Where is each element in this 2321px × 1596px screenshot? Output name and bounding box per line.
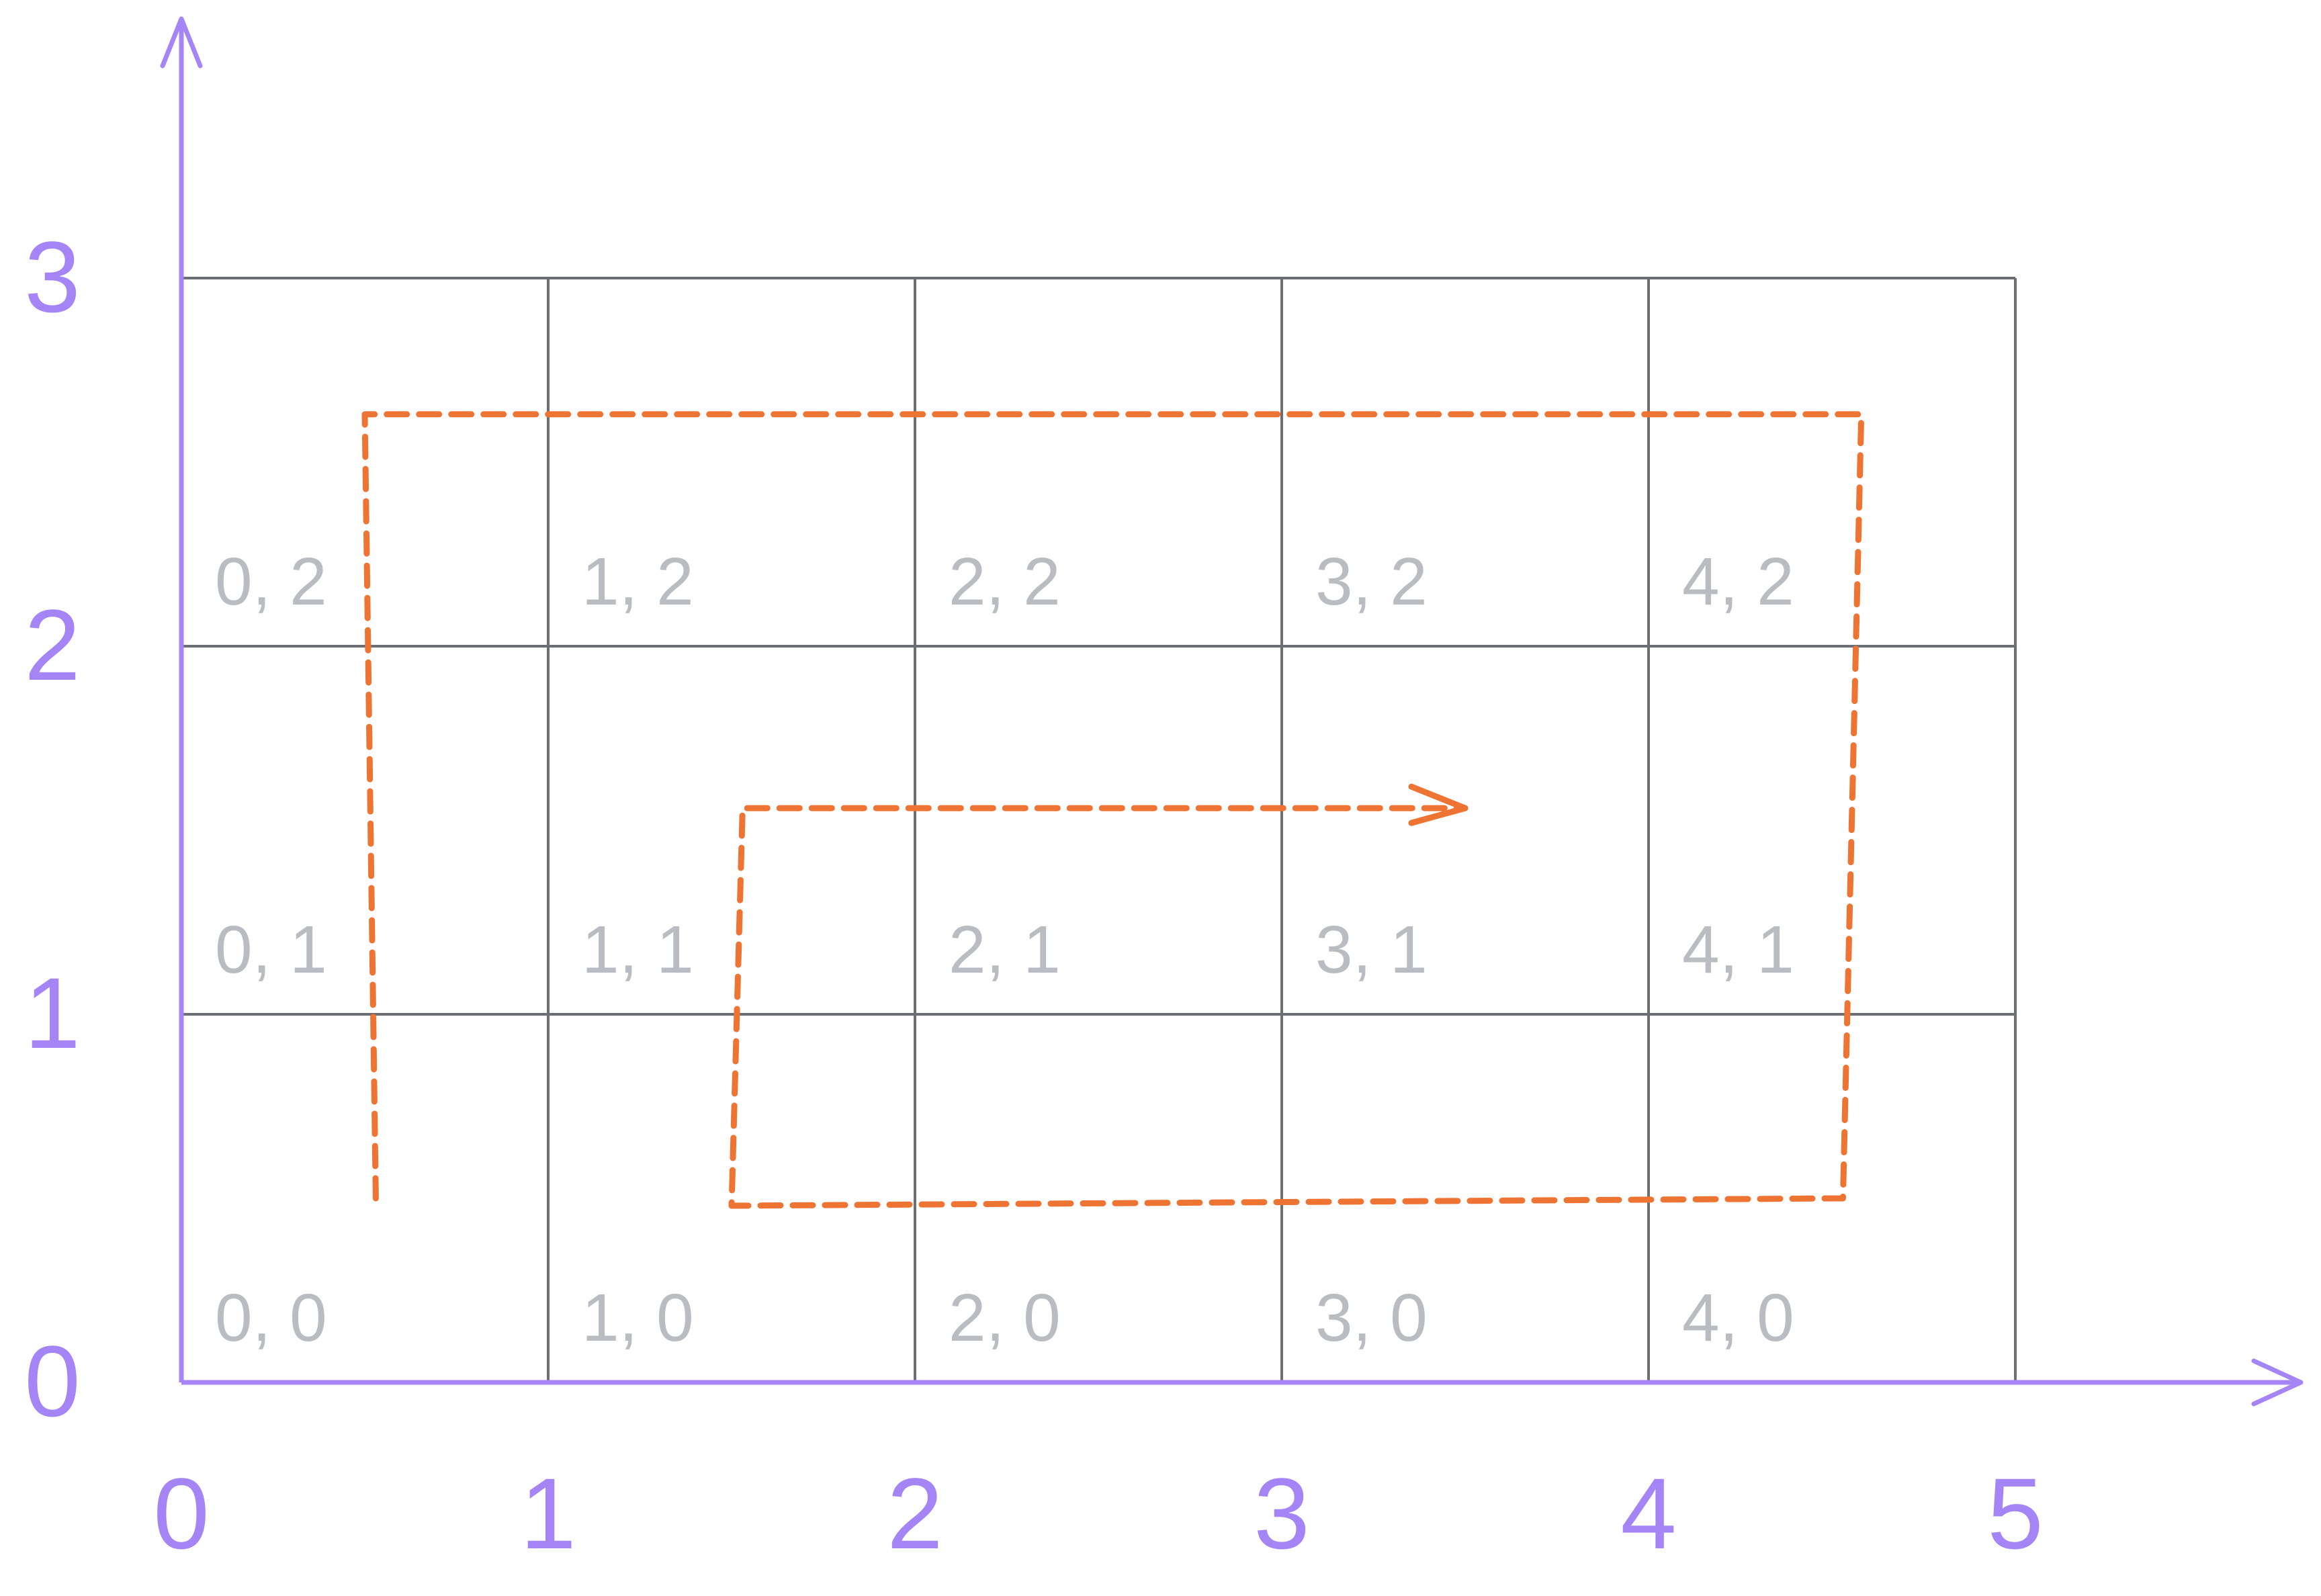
y-tick-label: 1 (24, 957, 80, 1069)
spiral-path-arrowhead (1408, 783, 1469, 826)
cell-label: 0, 1 (215, 912, 327, 987)
cell-label: 3, 0 (1315, 1280, 1428, 1356)
cell-label: 1, 2 (582, 544, 694, 619)
x-tick-label: 1 (520, 1457, 576, 1570)
y-tick-label: 3 (24, 220, 80, 333)
x-tick-label: 0 (153, 1457, 209, 1570)
cell-label: 0, 0 (215, 1280, 327, 1356)
cell-label: 1, 0 (582, 1280, 694, 1356)
x-axis-arrowhead (2251, 1358, 2304, 1407)
y-tick-label: 0 (24, 1325, 80, 1437)
spiral-path-line (361, 411, 1865, 1209)
cell-label: 0, 2 (215, 544, 327, 619)
x-tick-label: 5 (1987, 1457, 2043, 1570)
cell-label: 4, 0 (1682, 1280, 1794, 1356)
y-axis-arrowhead (160, 16, 203, 69)
cell-label: 4, 1 (1682, 912, 1794, 987)
cell-label: 1, 1 (582, 912, 694, 987)
spiral-path (361, 411, 1865, 1209)
cell-label: 4, 2 (1682, 544, 1794, 619)
cell-labels: 0, 2 1, 2 2, 2 3, 2 4, 2 0, 1 1, 1 2, 1 3, 1 4, 1… (215, 544, 1794, 1356)
x-tick-label: 2 (887, 1457, 943, 1570)
cell-label: 2, 2 (949, 544, 1061, 619)
cell-label: 3, 1 (1315, 912, 1428, 987)
y-tick-label: 2 (24, 588, 80, 701)
cell-label: 2, 0 (949, 1280, 1061, 1356)
axes (160, 16, 2304, 1407)
x-tick-label: 3 (1254, 1457, 1309, 1570)
cell-label: 2, 1 (949, 912, 1061, 987)
cell-label: 3, 2 (1315, 544, 1428, 619)
tick-labels: 0 1 2 3 4 5 0 1 2 3 (24, 220, 2043, 1570)
x-tick-label: 4 (1620, 1457, 1676, 1570)
